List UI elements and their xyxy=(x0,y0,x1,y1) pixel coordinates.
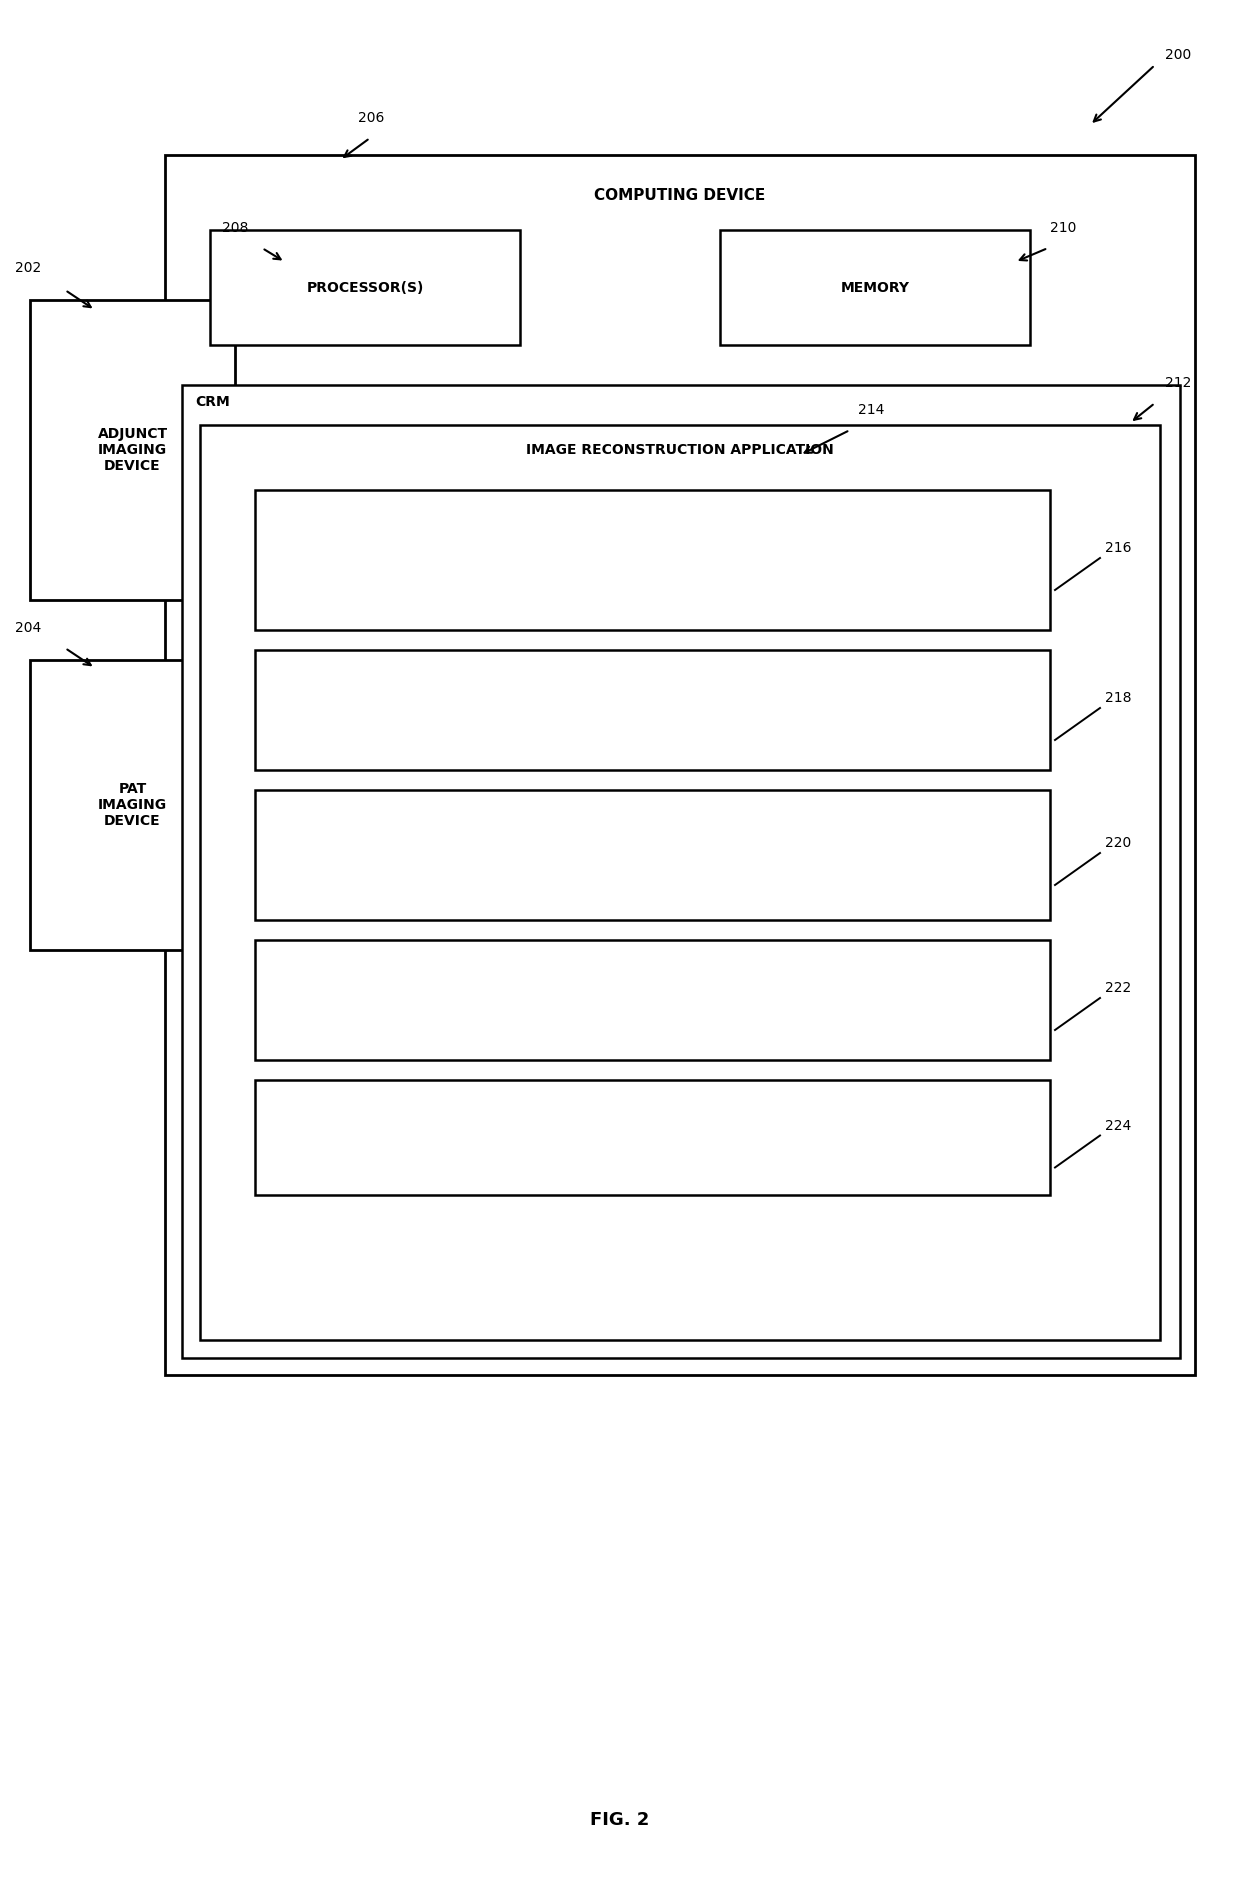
Bar xyxy=(182,386,1180,1358)
Text: COMPUTING DEVICE: COMPUTING DEVICE xyxy=(594,188,765,203)
Text: IMAGE RECONSTRUCTION APPLICATION: IMAGE RECONSTRUCTION APPLICATION xyxy=(526,443,833,458)
Text: 210: 210 xyxy=(1050,220,1076,236)
Text: 204: 204 xyxy=(15,621,41,635)
Bar xyxy=(30,659,236,950)
Bar xyxy=(200,426,1159,1340)
Text: 200: 200 xyxy=(1166,48,1192,63)
Text: 212: 212 xyxy=(1166,376,1192,390)
Text: 206: 206 xyxy=(358,110,384,125)
Text: 214: 214 xyxy=(858,403,884,416)
Bar xyxy=(255,940,1050,1060)
Text: PROCESSOR(S): PROCESSOR(S) xyxy=(306,281,424,294)
Bar xyxy=(255,490,1050,631)
Text: 216: 216 xyxy=(1105,542,1131,555)
Bar xyxy=(255,1079,1050,1195)
Bar xyxy=(255,790,1050,920)
Text: ACOUSTIC PROPERTY
REGISTRATION MODULE: ACOUSTIC PROPERTY REGISTRATION MODULE xyxy=(559,840,745,870)
Text: PAT DATA POST-PROCESSING
MODULE: PAT DATA POST-PROCESSING MODULE xyxy=(541,695,765,726)
Text: 208: 208 xyxy=(222,220,248,236)
Text: CRM: CRM xyxy=(195,395,229,408)
Text: 222: 222 xyxy=(1105,980,1131,996)
Text: IMAGE EVALUATION MODULE
(OPTIONAL): IMAGE EVALUATION MODULE (OPTIONAL) xyxy=(541,1123,765,1153)
Bar xyxy=(210,230,520,346)
Text: IMAGE RECONSTRUCTION
MODULE: IMAGE RECONSTRUCTION MODULE xyxy=(553,984,753,1015)
Text: 202: 202 xyxy=(15,260,41,276)
Bar xyxy=(255,650,1050,770)
Text: ACOUSTIC PROPERTIES
MODELING MODULE: ACOUSTIC PROPERTIES MODELING MODULE xyxy=(562,545,743,576)
Text: 224: 224 xyxy=(1105,1119,1131,1132)
Text: 218: 218 xyxy=(1105,692,1131,705)
Bar xyxy=(720,230,1030,346)
Bar xyxy=(30,300,236,600)
Text: ADJUNCT
IMAGING
DEVICE: ADJUNCT IMAGING DEVICE xyxy=(98,428,167,473)
Text: PAT
IMAGING
DEVICE: PAT IMAGING DEVICE xyxy=(98,781,167,828)
Text: 220: 220 xyxy=(1105,836,1131,849)
Text: MEMORY: MEMORY xyxy=(841,281,909,294)
Bar xyxy=(165,156,1195,1376)
Text: FIG. 2: FIG. 2 xyxy=(590,1811,650,1830)
